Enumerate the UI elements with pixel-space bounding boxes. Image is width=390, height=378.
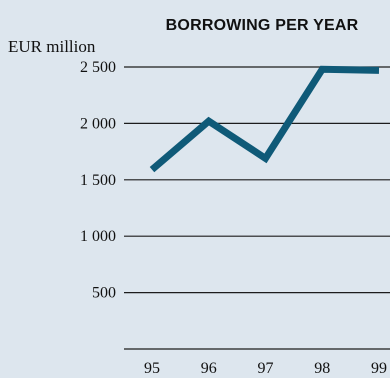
y-axis-label: EUR million: [8, 37, 96, 56]
y-tick-labels: 500 1 000 1 500 2 000 2 500: [80, 59, 116, 302]
series-layer: [149, 65, 380, 173]
x-tick-label: 99: [371, 360, 387, 377]
y-tick-label: 500: [92, 285, 116, 302]
y-tick-label: 2 500: [80, 59, 116, 76]
chart-title: BORROWING PER YEAR: [166, 17, 359, 34]
x-tick-label: 97: [258, 360, 274, 377]
x-tick-label: 96: [201, 360, 217, 377]
y-tick-label: 1 500: [80, 172, 116, 189]
x-tick-label: 95: [144, 360, 160, 377]
series-line: [149, 65, 380, 173]
gridlines: [124, 66, 390, 350]
y-tick-label: 1 000: [80, 228, 116, 245]
x-tick-labels: 95 96 97 98 99: [144, 360, 387, 377]
x-tick-label: 98: [314, 360, 330, 377]
y-tick-label: 2 000: [80, 115, 116, 132]
